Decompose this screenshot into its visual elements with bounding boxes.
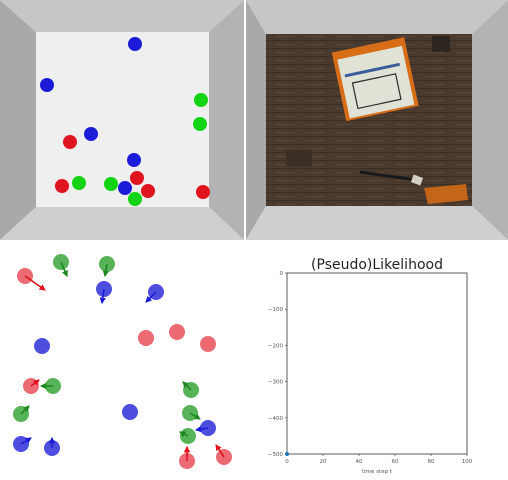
- green-velocity-arrow: [179, 431, 189, 438]
- red-predicted-ball: [200, 336, 216, 352]
- blue-velocity-arrow: [145, 291, 157, 303]
- x-tick-label: 60: [392, 459, 399, 465]
- cup: [410, 174, 424, 186]
- stick: [359, 170, 417, 182]
- green-velocity-arrow: [189, 412, 201, 420]
- blue-ball: [127, 153, 141, 167]
- blue-predicted-ball: [122, 404, 138, 420]
- y-tick-label: −500: [268, 452, 284, 458]
- wall-bottom: [0, 207, 244, 240]
- sim-2d-panel: [0, 0, 244, 240]
- green-velocity-arrow: [102, 263, 110, 278]
- y-tick-label: −300: [268, 380, 284, 386]
- red-predicted-ball: [138, 330, 154, 346]
- x-tick-label: 80: [428, 459, 435, 465]
- box-object: [424, 184, 468, 204]
- red-ball: [55, 179, 69, 193]
- blue-ball: [84, 127, 98, 141]
- prediction-canvas: [13, 254, 232, 469]
- y-tick-label: −400: [268, 416, 284, 422]
- wall-right: [209, 0, 244, 240]
- red-velocity-arrow: [30, 379, 40, 387]
- plot-title: (Pseudo)Likelihood: [311, 257, 443, 273]
- x-tick-label: 20: [320, 459, 327, 465]
- sim-2d-canvas: [0, 0, 244, 240]
- green-ball: [72, 176, 86, 190]
- green-ball: [104, 177, 118, 191]
- likelihood-plot-panel: (Pseudo)Likelihood 0 −100 −200 −300 −400 −500…: [254, 248, 508, 480]
- wall-top: [246, 0, 508, 34]
- box-floor: [36, 32, 209, 207]
- wall-top: [0, 0, 244, 32]
- y-tick-label: −100: [268, 307, 284, 313]
- blue-predicted-ball: [34, 338, 50, 354]
- blue-velocity-arrow: [99, 288, 106, 305]
- wall-right: [472, 0, 508, 240]
- rug: [331, 37, 419, 122]
- predicted-balls-group: [13, 254, 232, 469]
- likelihood-point: [285, 452, 289, 456]
- plot-axes-frame: [286, 272, 468, 455]
- red-ball: [130, 171, 144, 185]
- red-velocity-arrow: [24, 275, 46, 291]
- red-predicted-ball: [169, 324, 185, 340]
- x-ticks: 0 20 40 60 80 100: [285, 454, 473, 465]
- likelihood-plot: (Pseudo)Likelihood 0 −100 −200 −300 −400 −500…: [268, 257, 473, 475]
- series-group: [285, 452, 289, 456]
- wall-left: [246, 0, 266, 240]
- y-ticks: 0 −100 −200 −300 −400 −500: [268, 271, 287, 458]
- prediction-panel: [0, 242, 246, 480]
- red-ball: [141, 184, 155, 198]
- green-ball: [194, 93, 208, 107]
- wall-left: [0, 0, 36, 240]
- wall-bottom: [246, 206, 508, 240]
- red-velocity-arrow: [215, 444, 225, 458]
- red-ball: [196, 185, 210, 199]
- y-tick-label: −200: [268, 343, 284, 349]
- x-tick-label: 40: [356, 459, 363, 465]
- y-tick-label: 0: [280, 271, 284, 277]
- green-ball: [128, 192, 142, 206]
- x-tick-label: 0: [285, 459, 289, 465]
- stool: [286, 150, 312, 166]
- sim-3d-panel: [246, 0, 508, 240]
- green-velocity-arrow: [60, 261, 68, 277]
- x-axis-label: time step t: [362, 469, 393, 475]
- blue-ball: [118, 181, 132, 195]
- balls-group: [40, 37, 210, 206]
- blue-ball: [40, 78, 54, 92]
- x-tick-label: 100: [462, 459, 473, 465]
- chair: [432, 36, 450, 52]
- blue-ball: [128, 37, 142, 51]
- green-velocity-arrow: [182, 381, 192, 391]
- blue-velocity-arrow: [194, 425, 209, 433]
- sim-3d-canvas: [246, 0, 508, 240]
- red-ball: [63, 135, 77, 149]
- green-ball: [193, 117, 207, 131]
- blue-velocity-arrow: [20, 437, 32, 445]
- green-velocity-arrow: [20, 405, 30, 415]
